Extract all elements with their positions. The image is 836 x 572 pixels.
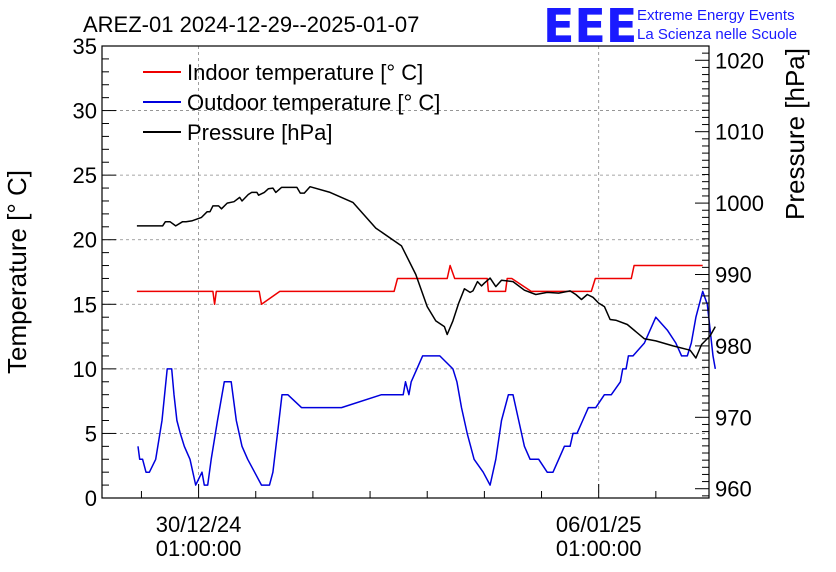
series-layer xyxy=(136,185,717,486)
y-left-tick-label: 5 xyxy=(85,421,97,446)
y-left-tick-label: 20 xyxy=(73,228,97,253)
y-right-tick-label: 1020 xyxy=(715,48,764,73)
gridlines xyxy=(102,46,709,498)
logo-line-1: Extreme Energy Events xyxy=(637,7,795,24)
y-axis-left-title: Temperature [° C] xyxy=(2,170,32,374)
legend-label-pressure: Pressure [hPa] xyxy=(187,120,333,145)
plot-frame xyxy=(101,45,710,499)
x-tick-label-time: 01:00:00 xyxy=(156,536,242,561)
logo-line-2: La Scienza nelle Scuole xyxy=(637,26,797,43)
y-right-tick-label: 1000 xyxy=(715,191,764,216)
y-axis-right-title: Pressure [hPa] xyxy=(780,48,810,220)
chart-title: AREZ-01 2024-12-29--2025-01-07 xyxy=(83,12,419,37)
outdoor-temperature-line xyxy=(137,290,717,486)
x-tick-label-time: 01:00:00 xyxy=(556,536,642,561)
y-left-tick-label: 35 xyxy=(73,34,97,59)
y-left-tick-label: 15 xyxy=(73,292,97,317)
y-right-tick-label: 970 xyxy=(715,405,752,430)
legend-label-outdoor: Outdoor temperature [° C] xyxy=(187,90,440,115)
y-left-tick-label: 30 xyxy=(73,99,97,124)
x-tick-label-date: 30/12/24 xyxy=(156,512,242,537)
y-left-tick-label: 25 xyxy=(73,163,97,188)
pressure-line xyxy=(136,185,716,359)
y-right-tick-label: 960 xyxy=(715,477,752,502)
y-right-tick-label: 1010 xyxy=(715,120,764,145)
legend-label-indoor: Indoor temperature [° C] xyxy=(187,60,423,85)
x-tick-label-date: 06/01/25 xyxy=(556,512,642,537)
y-left-tick-label: 0 xyxy=(85,486,97,511)
axis-ticks xyxy=(102,45,709,499)
y-left-tick-label: 10 xyxy=(73,357,97,382)
y-right-tick-label: 980 xyxy=(715,334,752,359)
legend: Indoor temperature [° C] Outdoor tempera… xyxy=(143,60,440,145)
y-right-tick-label: 990 xyxy=(715,262,752,287)
eee-logo: EEE Extreme Energy Events La Scienza nel… xyxy=(543,0,797,53)
indoor-temperature-line xyxy=(136,264,703,306)
eee-logo-letters: EEE xyxy=(543,0,637,53)
tick-labels: 0 5 10 15 20 25 30 35 960 970 980 990 1000 1010 1020 30… xyxy=(73,34,764,561)
